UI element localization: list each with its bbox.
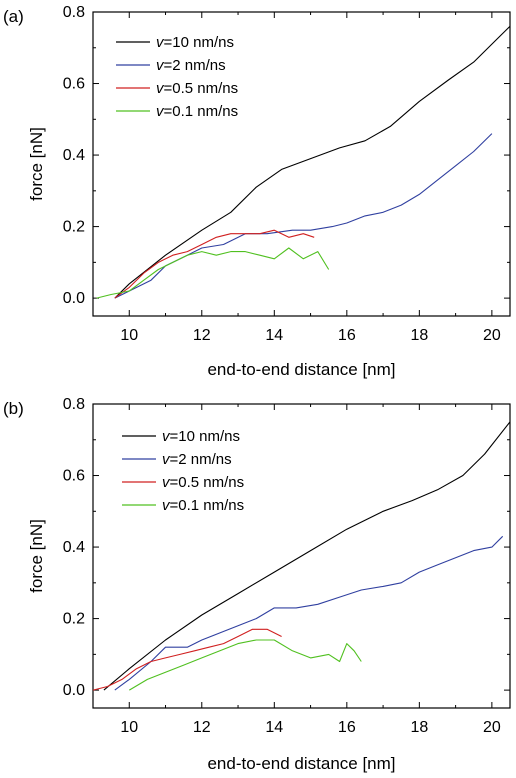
y-tick-label: 0.2 (63, 611, 85, 628)
x-tick-label: 16 (338, 719, 356, 736)
x-tick-label: 14 (265, 327, 283, 344)
x-tick-label: 18 (410, 719, 428, 736)
series-line-1 (114, 535, 504, 691)
legend-variable: v (156, 57, 165, 74)
x-tick-label: 12 (193, 327, 211, 344)
legend-entry: v=2 nm/ns (162, 451, 232, 468)
legend-label: =2 nm/ns (170, 451, 232, 468)
legend-variable: v (156, 80, 165, 97)
y-tick-label: 0.4 (63, 147, 85, 164)
x-tick-label: 18 (410, 327, 428, 344)
series-line-0 (114, 25, 511, 299)
legend-entry: v=10 nm/ns (162, 428, 240, 445)
y-axis-label: force [nN] (27, 519, 46, 593)
legend-label: =10 nm/ns (170, 428, 240, 445)
legend-variable: v (156, 34, 165, 51)
chart-panel-a: 10 12 14 16 18 20 0.0 0.2 0.4 0.6 0.8 (a) end-to-end… (3, 4, 511, 379)
chart-panel-b: 10 12 14 16 18 20 0.0 0.2 0.4 0.6 0.8 (b) end-to-end… (3, 396, 511, 773)
x-axis-label: end-to-end distance [nm] (207, 360, 395, 379)
series-line-3 (96, 247, 330, 299)
legend-label: =0.5 nm/ns (164, 80, 239, 97)
y-tick-label: 0.8 (63, 4, 85, 21)
series-line-0 (103, 421, 511, 691)
series-line-2 (92, 628, 282, 691)
x-tick-label: 20 (483, 719, 501, 736)
legend-entry: v=0.5 nm/ns (156, 80, 238, 97)
legend-variable: v (156, 103, 165, 120)
plot-frame (92, 11, 511, 317)
series-line-1 (114, 133, 493, 299)
plot-frame (92, 403, 511, 709)
y-tick-label: 0.8 (63, 396, 85, 413)
legend-entry: v=0.1 nm/ns (156, 103, 238, 120)
y-tick-label: 0.6 (63, 468, 85, 485)
legend: v=10 nm/nsv=2 nm/nsv=0.5 nm/nsv=0.1 nm/n… (122, 428, 244, 514)
legend-variable: v (162, 428, 171, 445)
legend-entry: v=0.1 nm/ns (162, 497, 244, 514)
legend-label: =0.1 nm/ns (170, 497, 245, 514)
legend-entry: v=10 nm/ns (156, 34, 234, 51)
y-tick-label: 0.2 (63, 219, 85, 236)
panel-label: (a) (3, 7, 24, 26)
panel-label: (b) (3, 399, 24, 418)
legend: v=10 nm/nsv=2 nm/nsv=0.5 nm/nsv=0.1 nm/n… (116, 34, 238, 120)
x-axis-label: end-to-end distance [nm] (207, 754, 395, 773)
x-tick-label: 10 (120, 327, 138, 344)
legend-variable: v (162, 451, 171, 468)
legend-label: =0.1 nm/ns (164, 103, 239, 120)
legend-label: =0.5 nm/ns (170, 474, 245, 491)
y-tick-label: 0.4 (63, 539, 85, 556)
x-tick-label: 12 (193, 719, 211, 736)
y-tick-label: 0.0 (63, 682, 85, 699)
legend-entry: v=0.5 nm/ns (162, 474, 244, 491)
legend-variable: v (162, 497, 171, 514)
series-line-2 (114, 229, 315, 299)
y-tick-label: 0.6 (63, 76, 85, 93)
series-line-3 (129, 639, 362, 691)
x-tick-label: 10 (120, 719, 138, 736)
legend-label: =10 nm/ns (164, 34, 234, 51)
legend-label: =2 nm/ns (164, 57, 226, 74)
x-tick-label: 20 (483, 327, 501, 344)
y-tick-label: 0.0 (63, 290, 85, 307)
legend-entry: v=2 nm/ns (156, 57, 226, 74)
legend-variable: v (162, 474, 171, 491)
y-axis-label: force [nN] (27, 127, 46, 201)
x-tick-label: 16 (338, 327, 356, 344)
x-tick-label: 14 (265, 719, 283, 736)
